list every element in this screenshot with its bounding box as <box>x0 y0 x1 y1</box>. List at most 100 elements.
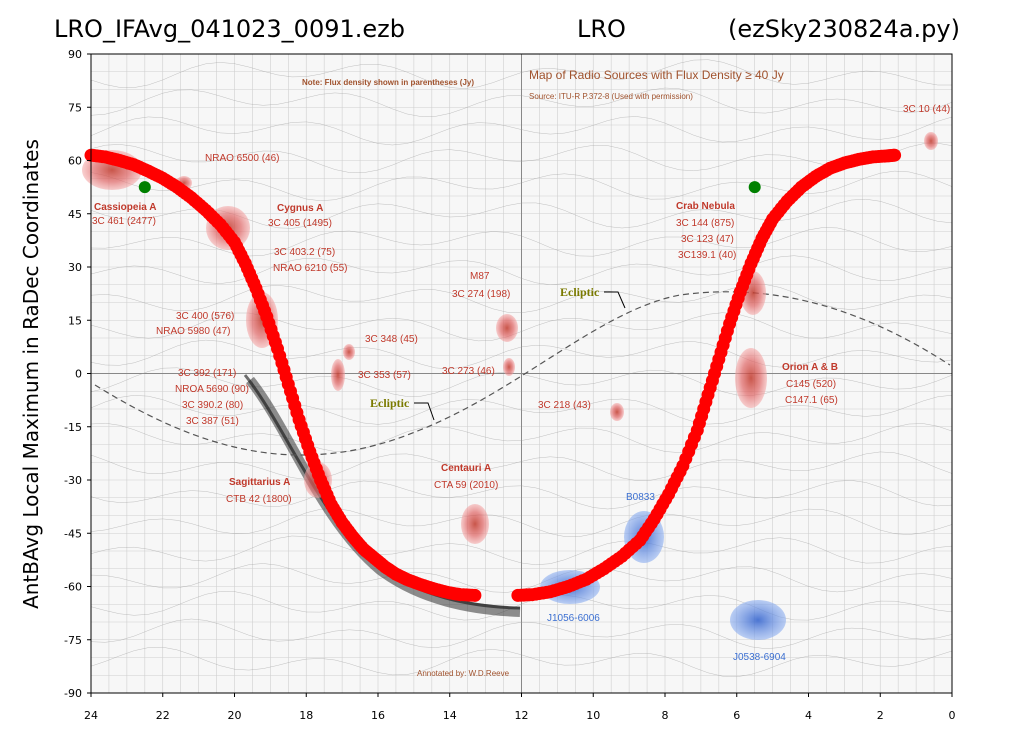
map-title: Map of Radio Sources with Flux Density ≥… <box>529 68 784 82</box>
map-contour-line <box>90 618 953 649</box>
map-contour-line <box>90 59 952 89</box>
map-contour-line <box>90 116 953 146</box>
x-tick-label: 0 <box>949 709 956 722</box>
x-tick-label: 22 <box>156 709 170 722</box>
y-tick-label: -15 <box>64 421 82 434</box>
data-point <box>720 324 734 338</box>
red-source-labels: Cassiopeia A 3C 461 (2477) NRAO 6500 (46) C… <box>92 104 950 505</box>
source-label-c392: 3C 392 (171) <box>178 368 236 379</box>
source-label-m87-flux: 3C 274 (198) <box>452 289 510 300</box>
map-contour-line <box>90 367 953 397</box>
radio-source-orion <box>735 348 767 408</box>
source-label-c10: 3C 10 (44) <box>903 104 950 115</box>
source-label-cas-a-name: Cassiopeia A <box>94 202 156 213</box>
data-point <box>748 181 761 194</box>
x-tick-label: 10 <box>586 709 600 722</box>
data-point <box>742 262 756 276</box>
y-tick-label: 60 <box>68 155 82 168</box>
data-point <box>886 148 900 162</box>
source-label-b0833: B0833 <box>626 492 655 503</box>
x-tick-label: 4 <box>805 709 812 722</box>
source-label-crab-3: 3C139.1 (40) <box>678 250 736 261</box>
y-tick-label: -75 <box>64 634 82 647</box>
source-label-cen-a-name: Centauri A <box>441 463 491 474</box>
data-point <box>268 335 282 349</box>
source-label-cas-a-flux: 3C 461 (2477) <box>92 216 156 227</box>
y-tick-label: -90 <box>64 687 82 700</box>
data-point <box>301 438 315 452</box>
source-label-orion-1: C145 (520) <box>786 379 836 390</box>
blue-source-labels: B0833 J1056-6006 J0538-6904 <box>547 492 786 663</box>
y-tick-label: -60 <box>64 581 82 594</box>
x-tick-label: 6 <box>733 709 740 722</box>
data-point <box>290 406 304 420</box>
map-contour-line <box>90 312 953 342</box>
source-label-cyg-a-name: Cygnus A <box>277 203 323 214</box>
source-label-cyg-a-2: 3C 403.2 (75) <box>274 247 335 258</box>
source-label-nrao6500: NRAO 6500 (46) <box>205 153 279 164</box>
radio-source-3c218 <box>610 403 624 421</box>
y-tick-label: 45 <box>68 208 82 221</box>
source-label-cen-a-flux: CTA 59 (2010) <box>434 480 498 491</box>
source-label-crab-name: Crab Nebula <box>676 201 735 212</box>
source-label-c273: 3C 273 (46) <box>442 366 495 377</box>
header-left-title: LRO_IFAvg_041023_0091.ezb <box>54 15 405 43</box>
radio-source-m87 <box>496 314 518 342</box>
y-tick-label: 90 <box>68 48 82 61</box>
data-point <box>465 588 479 602</box>
source-label-c348: 3C 348 (45) <box>365 334 418 345</box>
ecliptic-pointer-left <box>414 402 435 421</box>
map-contour-line <box>90 142 953 173</box>
radio-source-j0538 <box>730 600 786 640</box>
source-label-c3902: 3C 390.2 (80) <box>182 400 243 411</box>
source-label-c387: 3C 387 (51) <box>186 416 239 427</box>
source-label-orion-2: C147.1 (65) <box>785 395 838 406</box>
map-annotated-by: Annotated by: W.D.Reeve <box>417 669 510 678</box>
x-tick-label: 20 <box>228 709 242 722</box>
y-tick-label: 0 <box>75 368 82 381</box>
source-label-c218: 3C 218 (43) <box>538 400 591 411</box>
source-label-cyg-a-3: NRAO 6210 (55) <box>273 263 347 274</box>
map-contour-line <box>90 87 953 117</box>
map-contour-line <box>90 255 953 285</box>
x-tick-label: 14 <box>443 709 457 722</box>
map-contour-line <box>90 170 953 202</box>
source-label-nrao5690: NROA 5690 (90) <box>175 384 249 395</box>
data-point <box>138 181 151 194</box>
map-contour-line <box>90 480 953 510</box>
y-tick-label: 30 <box>68 261 82 274</box>
y-tick-label: -30 <box>64 474 82 487</box>
source-label-sgr-a-name: Sagittarius A <box>229 477 290 488</box>
map-contour-line <box>90 646 953 678</box>
x-tick-label: 18 <box>299 709 313 722</box>
map-contour-line <box>90 508 953 537</box>
data-point <box>247 276 261 290</box>
ecliptic-label-right: Ecliptic <box>560 285 600 299</box>
x-tick-label: 24 <box>84 709 98 722</box>
map-contour-line <box>90 284 953 314</box>
data-point <box>710 359 724 373</box>
source-label-orion-name: Orion A & B <box>782 362 838 373</box>
ecliptic-pointer-right <box>604 291 626 309</box>
map-contour-line <box>90 422 953 453</box>
source-label-crab-1: 3C 144 (875) <box>676 218 734 229</box>
map-contour-line <box>90 394 953 425</box>
source-label-j0538: J0538-6904 <box>733 652 786 663</box>
x-tick-label: 8 <box>662 709 669 722</box>
source-label-cyg-a-1: 3C 405 (1495) <box>268 218 332 229</box>
source-label-m87-name: M87 <box>470 271 490 282</box>
radio-source-3c273 <box>503 358 515 376</box>
source-label-nrao5980: NRAO 5980 (47) <box>156 326 230 337</box>
map-contour-line <box>90 451 953 481</box>
data-series <box>84 148 902 602</box>
header-center-title: LRO <box>577 15 626 43</box>
data-point <box>673 465 687 478</box>
y-axis-label: AntBAvg Local Maximum in RaDec Coordinat… <box>19 139 43 609</box>
y-tick-label: -45 <box>64 527 82 540</box>
source-label-c400: 3C 400 (576) <box>176 311 234 322</box>
map-contour-line <box>90 535 953 566</box>
data-point <box>699 395 713 409</box>
source-label-sgr-a-flux: CTB 42 (1800) <box>226 494 292 505</box>
data-point <box>279 370 293 384</box>
data-point <box>687 430 701 444</box>
